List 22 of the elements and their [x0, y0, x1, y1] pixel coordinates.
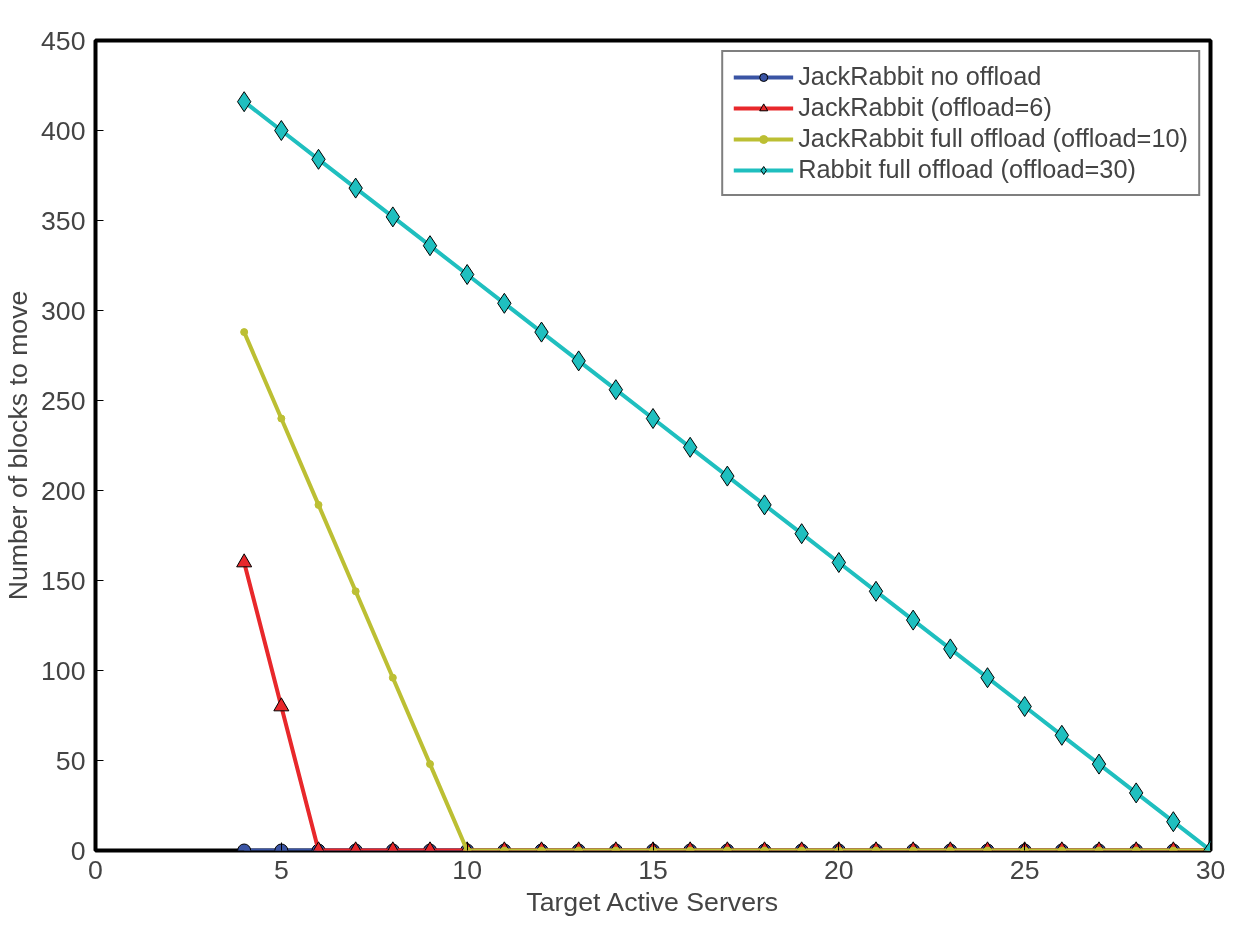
- y-tick-label: 400: [41, 115, 86, 146]
- legend-label: JackRabbit no offload: [798, 62, 1042, 91]
- y-tick-label: 350: [41, 205, 86, 236]
- x-tick-label: 20: [824, 854, 854, 885]
- legend-label: Rabbit full offload (offload=30): [798, 155, 1136, 184]
- x-axis-title: Target Active Servers: [526, 886, 779, 917]
- y-tick-label: 250: [41, 385, 86, 416]
- y-tick-label: 100: [41, 655, 86, 686]
- y-tick-label: 0: [70, 835, 86, 866]
- legend-label: JackRabbit (offload=6): [798, 93, 1052, 122]
- y-tick-label: 450: [41, 25, 86, 56]
- x-tick-label: 15: [638, 854, 668, 885]
- y-tick-label: 150: [41, 565, 86, 596]
- legend-label: JackRabbit full offload (offload=10): [798, 124, 1188, 153]
- y-tick-label: 200: [41, 475, 86, 506]
- x-tick-label: 25: [1009, 854, 1040, 885]
- x-tick-label: 30: [1195, 854, 1226, 885]
- y-tick-label: 50: [55, 745, 86, 776]
- x-tick-label: 10: [452, 854, 482, 885]
- y-tick-label: 300: [41, 295, 86, 326]
- x-tick-label: 5: [273, 854, 289, 885]
- y-axis-title: Number of blocks to move: [3, 290, 34, 601]
